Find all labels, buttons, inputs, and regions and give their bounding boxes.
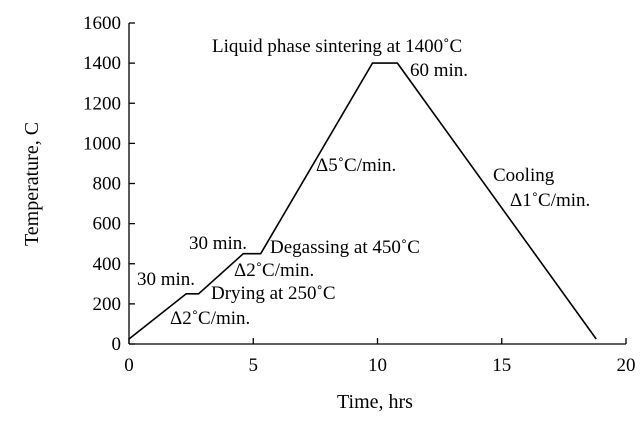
y-tick-label: 400 [93, 254, 122, 275]
y-tick-label: 1600 [83, 13, 121, 34]
y-tick-label: 200 [93, 294, 122, 315]
annotations: Liquid phase sintering at 1400˚C 60 min.… [137, 36, 590, 329]
annotation-ramp-2-lower: Δ2˚C/min. [170, 308, 250, 329]
y-tick-label: 1200 [83, 93, 121, 114]
x-tick-label: 15 [492, 355, 511, 376]
series-layer [128, 62, 597, 340]
annotation-cooling-rate: Δ1˚C/min. [510, 190, 590, 211]
x-ticks: 0 5 10 15 20 [124, 338, 636, 376]
annotation-liquid-phase: Liquid phase sintering at 1400˚C [212, 36, 462, 57]
x-tick-label: 10 [368, 355, 387, 376]
y-tick-label: 1000 [83, 133, 121, 154]
y-tick-label: 600 [93, 214, 122, 235]
y-ticks: 0 200 400 600 800 1000 1200 1400 1600 [83, 13, 135, 355]
x-tick-label: 20 [617, 355, 636, 376]
annotation-degassing: Degassing at 450˚C [270, 237, 420, 258]
temperature-profile-line [128, 62, 597, 340]
annotation-hold-30-upper: 30 min. [189, 233, 247, 254]
annotation-ramp-5: Δ5˚C/min. [316, 155, 396, 176]
annotation-hold-60: 60 min. [410, 60, 468, 81]
y-axis-label: Temperature, C [21, 122, 43, 246]
annotation-drying: Drying at 250˚C [211, 283, 336, 304]
annotation-ramp-2-upper: Δ2˚C/min. [234, 260, 314, 281]
y-tick-label: 1400 [83, 53, 121, 74]
y-tick-label: 0 [112, 334, 122, 355]
annotation-hold-30-lower: 30 min. [137, 269, 195, 290]
x-axis-label: Time, hrs [337, 391, 413, 413]
x-tick-label: 0 [124, 355, 134, 376]
x-tick-label: 5 [249, 355, 259, 376]
y-tick-label: 800 [93, 174, 122, 195]
annotation-cooling: Cooling [493, 165, 555, 186]
